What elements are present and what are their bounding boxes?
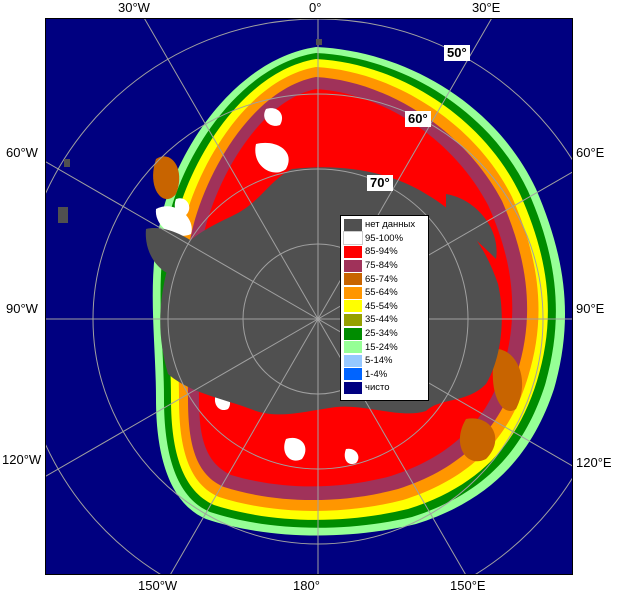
- lon-label-60e: 60°E: [576, 145, 605, 160]
- legend-item: 35-44%: [344, 313, 425, 327]
- ice-patch-95-100: [264, 108, 283, 126]
- legend-item: 25-34%: [344, 327, 425, 341]
- lon-label-150w: 150°W: [138, 578, 178, 593]
- lon-label-0: 0°: [309, 0, 322, 15]
- graticule: [46, 19, 572, 574]
- legend-swatch: [344, 341, 362, 354]
- ice-patch-65-74: [459, 418, 496, 462]
- lon-label-30w: 30°W: [118, 0, 150, 15]
- island: [64, 159, 70, 167]
- island: [316, 39, 322, 45]
- legend-label: чисто: [365, 382, 390, 394]
- legend-swatch: [344, 368, 362, 381]
- ice-shelf-region: [446, 194, 497, 259]
- legend-label: 65-74%: [365, 273, 398, 285]
- legend-label: 1-4%: [365, 368, 388, 380]
- ice-patch-65-74: [153, 156, 180, 200]
- legend-swatch: [344, 273, 362, 286]
- island: [58, 207, 68, 223]
- ice-patch-95-100: [344, 448, 359, 465]
- lat-label-50: 50°: [444, 45, 470, 61]
- legend-swatch: [344, 313, 362, 326]
- legend-swatch: [344, 259, 362, 272]
- lon-label-30e: 30°E: [472, 0, 501, 15]
- legend-label: 15-24%: [365, 341, 398, 353]
- legend-label: нет данных: [365, 219, 416, 231]
- legend-swatch: [343, 231, 363, 246]
- lon-label-90w: 90°W: [6, 301, 38, 316]
- legend-label: 45-54%: [365, 300, 398, 312]
- lon-label-120w: 120°W: [2, 452, 42, 467]
- legend-swatch: [344, 300, 362, 313]
- ice-patch-95-100: [284, 437, 306, 461]
- legend-swatch: [344, 286, 362, 299]
- legend-label: 5-14%: [365, 355, 393, 367]
- legend-swatch: [344, 245, 362, 258]
- lon-label-180: 180°: [293, 578, 320, 593]
- lat-label-60: 60°: [405, 111, 431, 127]
- sea-ice-map: [45, 18, 573, 575]
- legend-item: 55-64%: [344, 286, 425, 300]
- legend-swatch: [344, 354, 362, 367]
- ice-patch-65-74: [492, 349, 523, 411]
- legend-item: 45-54%: [344, 300, 425, 314]
- ice-patch-95-100: [174, 198, 190, 216]
- legend-item: 75-84%: [344, 259, 425, 273]
- lon-label-90e: 90°E: [576, 301, 605, 316]
- lon-label-120e: 120°E: [576, 455, 612, 470]
- legend-label: 25-34%: [365, 328, 398, 340]
- legend-item: 85-94%: [344, 245, 425, 259]
- lon-label-60w: 60°W: [6, 145, 38, 160]
- legend-label: 55-64%: [365, 287, 398, 299]
- legend-item: 65-74%: [344, 272, 425, 286]
- legend-label: 85-94%: [365, 246, 398, 258]
- map-canvas: [46, 19, 572, 574]
- legend-label: 35-44%: [365, 314, 398, 326]
- legend-swatch: [344, 327, 362, 340]
- legend-label: 75-84%: [365, 260, 398, 272]
- lon-label-150e: 150°E: [450, 578, 486, 593]
- legend-swatch: [344, 381, 362, 394]
- legend-item: 1-4%: [344, 368, 425, 382]
- legend-item: 95-100%: [343, 231, 425, 246]
- ice-patch-95-100: [255, 142, 289, 173]
- concentration-legend: нет данных 95-100% 85-94% 75-84% 65-74% 55-64…: [340, 215, 429, 401]
- legend-item: 5-14%: [344, 354, 425, 368]
- antarctic-peninsula: [145, 228, 212, 279]
- meridian-60e-120w: [46, 171, 572, 477]
- legend-label: 95-100%: [365, 232, 404, 244]
- legend-item: нет данных: [344, 218, 425, 232]
- lat-label-70: 70°: [367, 175, 393, 191]
- islands: [58, 39, 322, 223]
- legend-item: 15-24%: [344, 340, 425, 354]
- legend-swatch: [344, 218, 362, 231]
- legend-item: чисто: [344, 381, 425, 395]
